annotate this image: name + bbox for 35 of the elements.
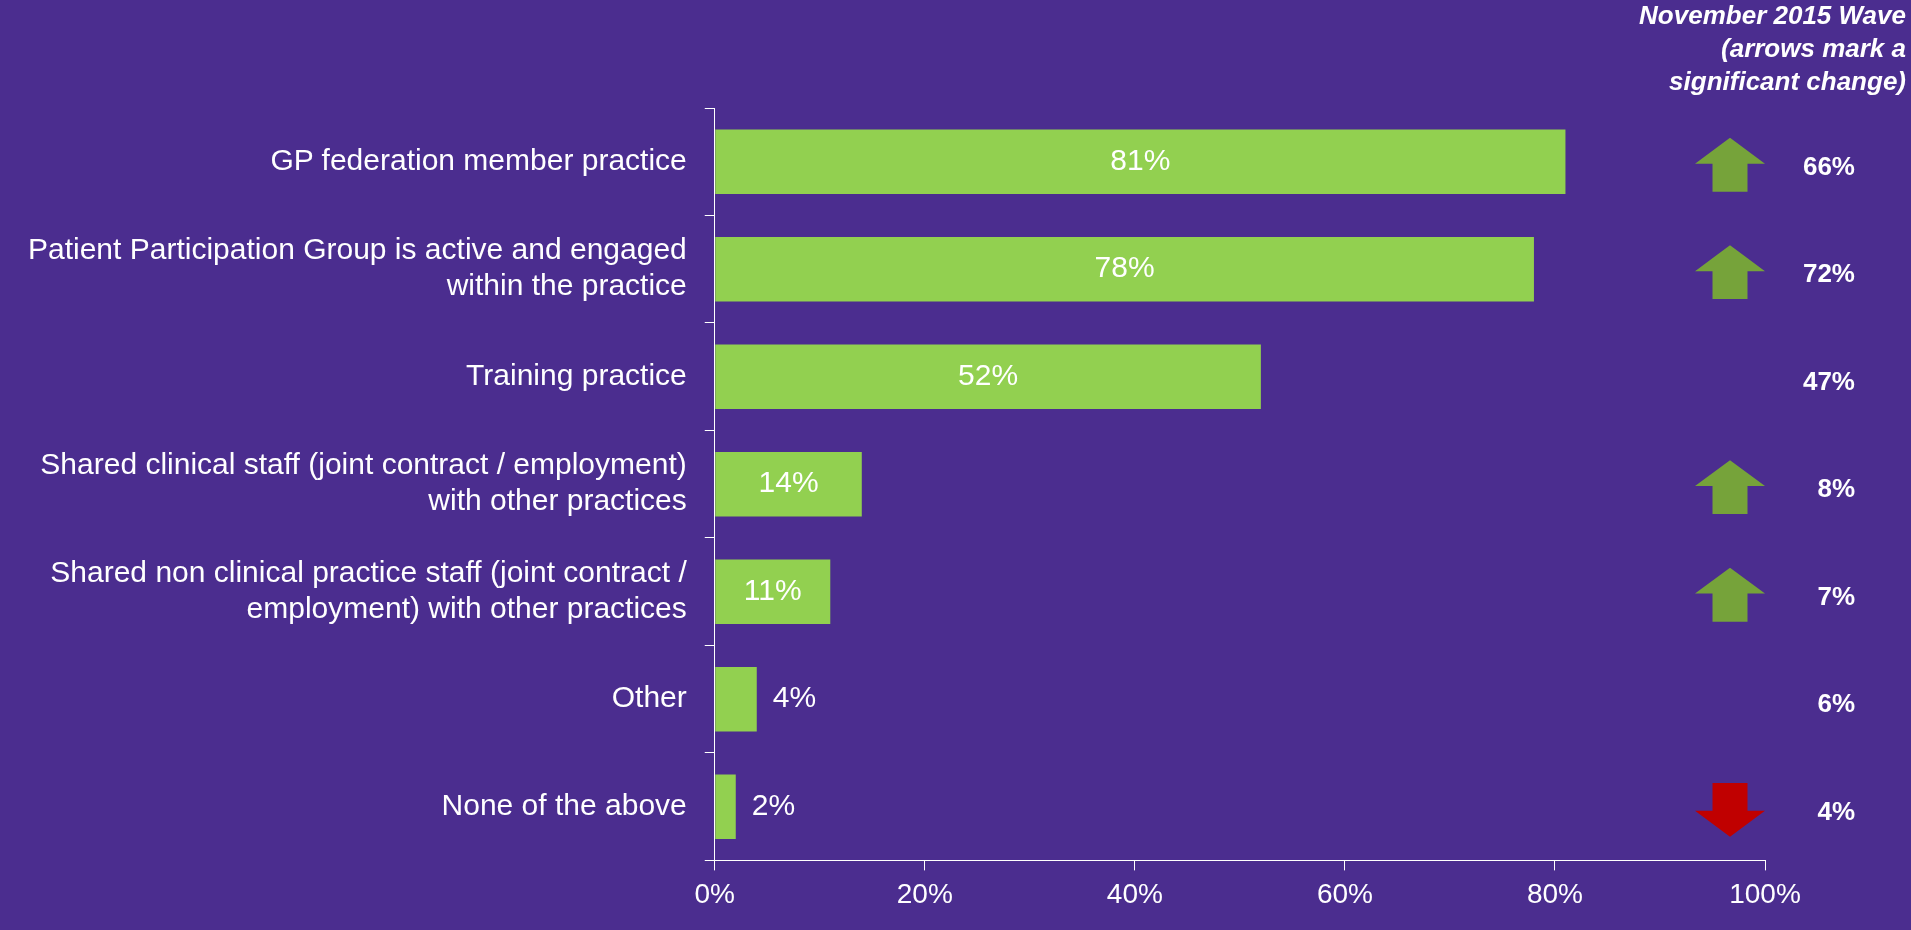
text: 8% — [1817, 473, 1855, 504]
y-tick-label: Shared non clinical practice staff (joint contract / employment) with other practices — [50, 554, 688, 624]
text: November 2015 Wave (arrows mark a significant change) — [1639, 0, 1906, 97]
data-label: 11% — [743, 572, 802, 606]
x-tick-label: 100% — [1729, 877, 1801, 909]
bar — [715, 236, 1534, 302]
x-tick-label: 60% — [1316, 877, 1373, 909]
text: 7% — [1817, 580, 1855, 611]
text: 6% — [1817, 688, 1855, 719]
x-tick-label: 0% — [694, 877, 735, 909]
bar — [715, 774, 736, 839]
data-label: 4% — [772, 680, 817, 714]
bar — [715, 451, 862, 517]
x-tick-label: 80% — [1526, 877, 1583, 909]
text: 47% — [1802, 365, 1855, 396]
y-tick-label: Shared clinical staff (joint contract / employment) with other practices — [40, 447, 687, 517]
bar — [715, 344, 1261, 409]
data-label: 14% — [758, 465, 819, 499]
bar — [715, 666, 757, 732]
y-tick-label: Patient Participation Group is active and engaged within the practice — [27, 232, 687, 302]
bar — [715, 559, 831, 624]
y-tick-label: None of the above — [441, 787, 687, 821]
data-label: 78% — [1094, 250, 1155, 284]
y-tick-label: Training practice — [466, 357, 687, 391]
data-label: 52% — [958, 357, 1019, 391]
text: 72% — [1802, 258, 1855, 289]
text: 4% — [1817, 795, 1855, 826]
x-tick-label: 20% — [896, 877, 953, 909]
text: 66% — [1802, 150, 1855, 181]
data-label: 81% — [1110, 143, 1171, 177]
bar — [715, 129, 1566, 194]
y-tick-label: Other — [611, 680, 687, 714]
data-label: 2% — [751, 787, 796, 821]
x-tick-label: 40% — [1106, 877, 1163, 909]
y-tick-label: GP federation member practice — [270, 143, 687, 177]
